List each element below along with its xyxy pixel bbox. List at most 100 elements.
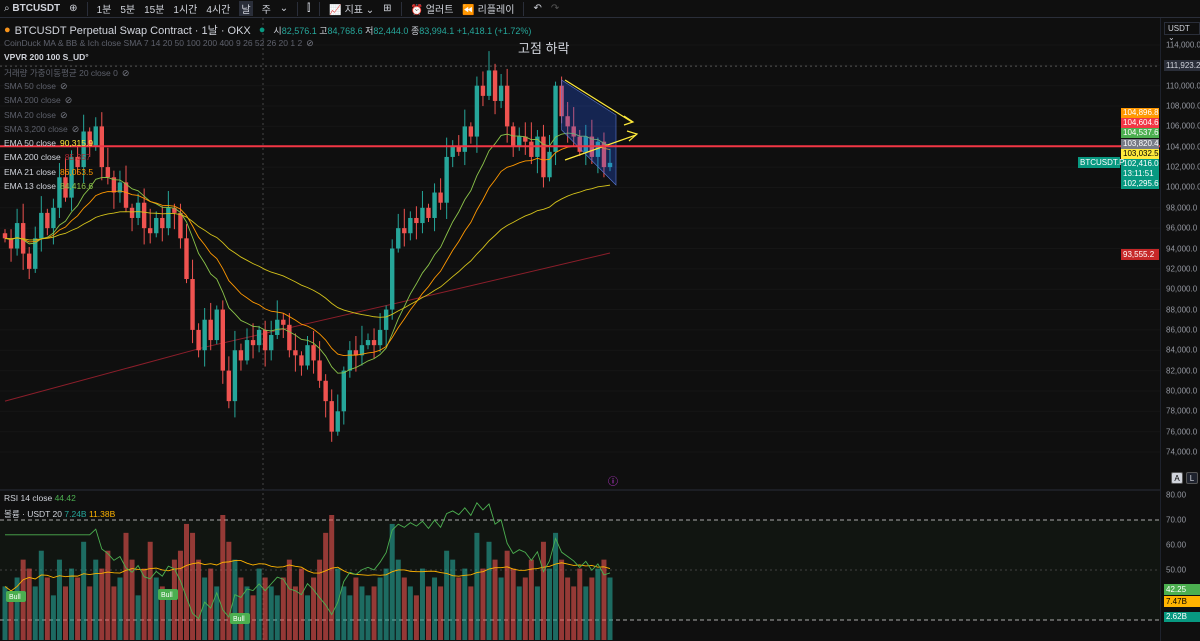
volume-bar [196,559,202,640]
bull-tag-label: Bull [161,592,173,599]
volume-value-label: 2.62B [1164,612,1200,622]
volume-bar [129,559,135,640]
volume-bar [504,550,510,640]
price-tick: 88,000.0 [1166,305,1198,315]
eye-hidden-icon[interactable]: ⊘ [59,80,68,91]
legend-label: 거래량 가중이동평균 20 close 0 [4,67,118,78]
tf-1h[interactable]: 1시간 [173,5,198,16]
redo-icon[interactable]: ↷ [550,3,560,14]
chevron-down-icon[interactable]: ⌄ [279,3,289,14]
price-tick: 78,000.0 [1166,406,1198,416]
lightning-icon[interactable]: ⓘ [608,477,618,488]
volume-bar [93,559,99,640]
add-symbol-icon[interactable]: ⊕ [69,3,78,14]
legend-item[interactable]: VPVR 200 100 S_UD° [4,52,89,62]
undo-icon[interactable]: ↶ [533,3,542,14]
candle [577,136,582,152]
volume-bar [407,586,413,640]
volume-bar [8,595,14,640]
layouts-icon[interactable]: ⊞ [383,3,392,14]
candle [105,167,111,178]
symbol-search[interactable]: ⌕ BTCUSDT [4,3,61,14]
top-toolbar: ⌕ BTCUSDT ⊕ 1분 5분 15분 1시간 4시간 날 주 ⌄ ⫿ 📈 … [0,0,1200,18]
legend-label: EMA 50 close [4,138,56,149]
eye-hidden-icon[interactable]: ⊘ [64,95,73,106]
volume-legend[interactable]: 볼륨 · USDT 20 7.24B 11.38B [4,509,116,519]
volume-bar [377,577,383,640]
legend-item[interactable]: SMA 20 close ⊘ [4,110,68,121]
legend-item[interactable]: SMA 50 close ⊘ [4,81,68,92]
candle [474,85,480,137]
volume-bar [141,568,147,640]
price-chart[interactable]: Bull Bull Bull [0,0,1160,641]
candle [135,202,141,218]
tf-1m[interactable]: 1분 [96,5,112,16]
rsi-legend[interactable]: RSI 14 close 44.42 [4,493,76,503]
candle [377,329,383,346]
candle [184,238,189,280]
candle [492,70,498,101]
candle [93,126,98,147]
legend-item[interactable]: EMA 50 close 90,315.9 [4,138,93,148]
volume-bar [516,586,522,640]
indicators-button[interactable]: 📈 지표 ⌄ [329,5,375,16]
eye-hidden-icon[interactable]: ⊘ [59,109,68,120]
trend-arrow-upper [564,79,633,123]
legend-item[interactable]: CoinDuck MA & BB & Ich close SMA 7 14 20… [4,38,314,49]
alert-button[interactable]: ⏰ 얼러트 [410,5,454,16]
volume-bar [607,577,613,640]
replay-button[interactable]: ⏪ 리플레이 [462,5,515,16]
candle [226,370,232,402]
volume-bar [419,568,425,640]
candle [347,350,353,371]
trend-arrow-lower [564,134,637,161]
volume-ma-label: 7.47B [1164,596,1200,607]
candle [571,126,576,137]
price-axis[interactable] [1160,18,1200,641]
candle [14,223,20,249]
volume-bar [522,577,528,640]
volume-bar [305,595,310,640]
candle [33,238,38,269]
log-scale-button[interactable]: L [1186,472,1198,484]
candle [438,192,443,203]
legend-item[interactable]: EMA 200 close 85,357 [4,152,91,162]
volume-bar [268,586,274,640]
eye-hidden-icon[interactable]: ⊘ [71,123,80,134]
volume-bar [69,568,75,640]
volume-bar [553,532,559,640]
candle [607,162,613,168]
legend-item[interactable]: EMA 21 close 86,053.5 [4,167,93,177]
candle [359,345,365,356]
volume-bar [238,577,244,640]
candle [87,131,92,147]
tf-15m[interactable]: 15분 [144,5,165,16]
volume-bar [450,559,456,640]
volume-bar [486,541,492,640]
currency-select[interactable]: USDT ⌄ [1164,22,1200,42]
volume-bar [323,532,329,640]
legend-item[interactable]: 거래량 가중이동평균 20 close 0 ⊘ [4,67,129,79]
candle [196,329,201,351]
arrow-head-icon [623,115,635,126]
volume-bar [123,532,129,640]
legend-item[interactable]: EMA 13 close 84,416.6 [4,181,93,191]
eye-hidden-icon[interactable]: ⊘ [121,67,130,78]
tf-5m[interactable]: 5분 [120,5,136,16]
tf-1d[interactable]: 날 [239,1,253,16]
legend-item[interactable]: SMA 200 close ⊘ [4,95,72,106]
volume-bar [99,568,105,640]
eye-hidden-icon[interactable]: ⊘ [306,38,314,48]
auto-scale-button[interactable]: A [1171,472,1183,484]
candle [456,146,461,152]
candle [262,329,268,351]
annotation-text[interactable]: 고점 하락 [518,41,570,56]
tf-4h[interactable]: 4시간 [206,5,231,16]
legend-item[interactable]: SMA 3,200 close ⊘ [4,124,79,135]
candle [117,182,123,193]
tf-1w[interactable]: 주 [261,5,271,16]
candle-type-icon[interactable]: ⫿ [307,3,311,14]
price-label: 102,416.0 [1121,159,1159,169]
candle [365,340,371,346]
candle [329,401,334,432]
